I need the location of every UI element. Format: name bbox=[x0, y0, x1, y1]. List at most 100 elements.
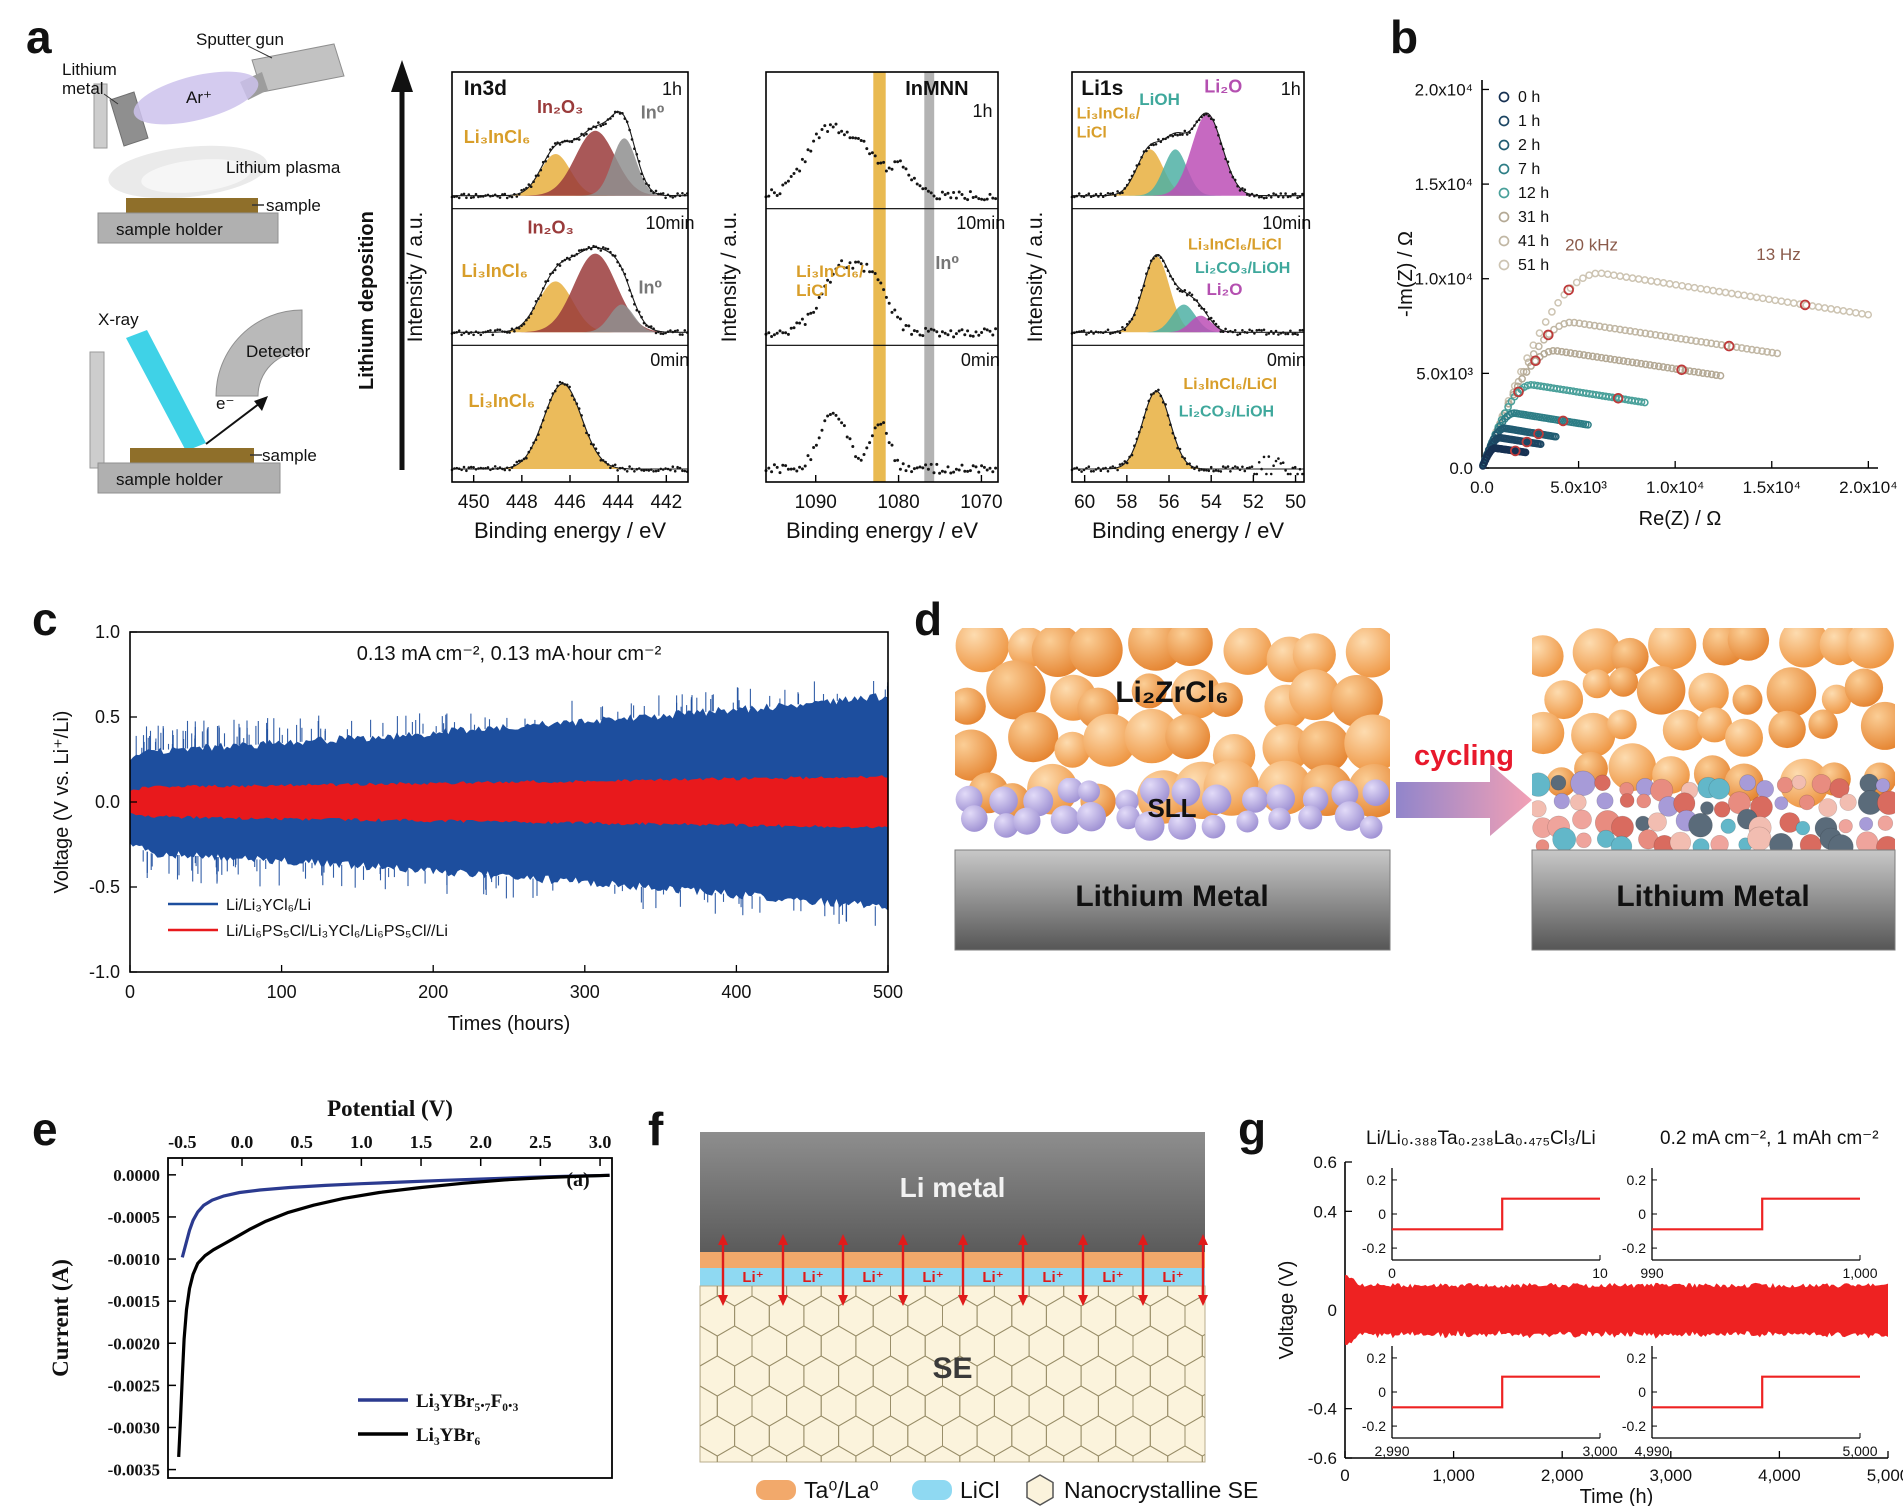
panel-c-label: c bbox=[32, 593, 58, 645]
sample-holder-label-top: sample holder bbox=[116, 220, 223, 239]
chart-text: 0 bbox=[1378, 1206, 1386, 1222]
chart-text: Li⁺ bbox=[862, 1269, 883, 1286]
chart-text: 1.0 bbox=[350, 1132, 373, 1152]
chart-text: 0.2 bbox=[1627, 1172, 1647, 1188]
chart-text: 990 bbox=[1640, 1265, 1664, 1281]
chart-text: 2.0x10⁴ bbox=[1415, 80, 1473, 99]
sll-label: SLL bbox=[1147, 793, 1197, 823]
chart-text: -0.0020 bbox=[108, 1334, 160, 1353]
chart-text: 0.0 bbox=[95, 792, 120, 812]
panel-e-plot: -0.5 0.0 0.5 1.0 1.5 2.0 2.5 3.0 0.0000 -0.0005 -0… bbox=[48, 1096, 613, 1480]
chart-text: 3,000 bbox=[1582, 1443, 1617, 1459]
chart-text: LiCl bbox=[796, 281, 828, 300]
chart-text: Li₃InCl₆/ bbox=[796, 262, 864, 281]
chart-text: 7 h bbox=[1518, 161, 1540, 178]
chart-text: 0.5 bbox=[290, 1132, 313, 1152]
chart-text: 1.5 bbox=[410, 1132, 433, 1152]
chart-text: Times (hours) bbox=[448, 1013, 571, 1035]
chart-text: 0min bbox=[1267, 350, 1306, 370]
electrolyte-label: Li₂ZrCl₆ bbox=[1115, 676, 1229, 709]
chart-text: 2.0 bbox=[469, 1132, 492, 1152]
chart-text: 2,000 bbox=[1541, 1466, 1584, 1485]
chart-text: -0.2 bbox=[1622, 1418, 1646, 1434]
chart-text: 1.5x10⁴ bbox=[1743, 478, 1801, 497]
panel-a-schematic bbox=[89, 43, 413, 494]
chart-text: 10min bbox=[1262, 213, 1311, 233]
panel-b-label: b bbox=[1390, 11, 1419, 63]
chart-text: 56 bbox=[1158, 492, 1179, 513]
chart-text: -0.0030 bbox=[108, 1418, 160, 1437]
chart-text: 0 bbox=[125, 982, 135, 1002]
chart-text: Intensity / a.u. bbox=[1024, 212, 1047, 343]
detector-label: Detector bbox=[246, 342, 311, 361]
chart-text: In₂O₃ bbox=[528, 217, 574, 237]
chart-text: Li⁺ bbox=[982, 1269, 1003, 1286]
chart-text: 450 bbox=[458, 492, 490, 513]
chart-text: Li₃InCl₆ bbox=[464, 127, 531, 147]
chart-text: Voltage (V vs. Li⁺/Li) bbox=[51, 711, 73, 894]
sample-holder-label-bottom: sample holder bbox=[116, 470, 223, 489]
chart-text: -0.0035 bbox=[108, 1461, 160, 1480]
panel-d-art bbox=[954, 628, 1896, 951]
se-label: SE bbox=[932, 1352, 973, 1385]
chart-text: 10 bbox=[1592, 1265, 1608, 1281]
chart-text: Binding energy / eV bbox=[474, 518, 666, 543]
electron-label: e⁻ bbox=[216, 394, 235, 413]
chart-text: Li₃InCl₆ bbox=[461, 261, 528, 281]
chart-text: 20 kHz bbox=[1565, 235, 1618, 254]
xray-label: X-ray bbox=[98, 310, 139, 329]
chart-text: 4,000 bbox=[1758, 1466, 1801, 1485]
chart-text: 5.0x10³ bbox=[1416, 364, 1473, 383]
lithium-deposition-label: Lithium deposition bbox=[356, 211, 378, 390]
chart-text: Re(Z) / Ω bbox=[1639, 508, 1722, 530]
chart-text: 0.0 bbox=[1470, 478, 1494, 497]
chart-text: 10min bbox=[646, 213, 695, 233]
chart-text: Li₂O bbox=[1204, 77, 1242, 97]
chart-text: 41 h bbox=[1518, 233, 1549, 250]
chart-text: 446 bbox=[554, 492, 586, 513]
cycling-label: cycling bbox=[1414, 740, 1514, 772]
panel-e-label: e bbox=[32, 1103, 58, 1155]
panel-f-art: Li⁺ Li⁺ Li⁺ Li⁺ Li⁺ Li⁺ Li⁺ Li⁺ bbox=[699, 1132, 1208, 1506]
chart-text: LiOH bbox=[1139, 90, 1180, 109]
lithium-metal-label-right: Lithium Metal bbox=[1616, 880, 1810, 913]
legend-nanocrystalline-se-label: Nanocrystalline SE bbox=[1064, 1477, 1259, 1503]
chart-text: Li⁺ bbox=[742, 1269, 763, 1286]
chart-text: Li₃YBr₅.₇F₀.₃ bbox=[416, 1391, 519, 1412]
chart-text: Current (A) bbox=[48, 1259, 73, 1377]
li-metal-label: Li metal bbox=[899, 1172, 1006, 1203]
lithium-plasma-label: Lithium plasma bbox=[226, 158, 341, 177]
chart-text: 2,990 bbox=[1374, 1443, 1409, 1459]
chart-text: In⁰ bbox=[935, 253, 959, 273]
chart-text: 1.0 bbox=[95, 622, 120, 642]
chart-text: 0 bbox=[1378, 1384, 1386, 1400]
chart-text: Time (h) bbox=[1580, 1486, 1654, 1506]
panel-d-label: d bbox=[914, 593, 943, 645]
chart-text: 1,000 bbox=[1432, 1466, 1475, 1485]
chart-text: -0.6 bbox=[1308, 1449, 1337, 1468]
chart-text: 500 bbox=[873, 982, 903, 1002]
chart-text: -Im(Z) / Ω bbox=[1395, 231, 1417, 317]
panel-f-label: f bbox=[648, 1103, 664, 1155]
chart-text: 51 h bbox=[1518, 257, 1549, 274]
chart-text: 1h bbox=[1281, 79, 1301, 99]
chart-text: Li₃InCl₆/ bbox=[1077, 105, 1141, 122]
chart-text: Intensity / a.u. bbox=[718, 212, 741, 343]
chart-text: 1070 bbox=[960, 492, 1002, 513]
sample-label-bottom: sample bbox=[262, 446, 317, 465]
chart-text: -0.5 bbox=[168, 1132, 197, 1152]
chart-text: Intensity / a.u. bbox=[404, 212, 427, 343]
g-cell-title: Li/Li₀.₃₈₈Ta₀.₂₃₈La₀.₄₇₅Cl₃/Li bbox=[1366, 1128, 1596, 1149]
chart-text: 60 bbox=[1074, 492, 1095, 513]
chart-text: 400 bbox=[721, 982, 751, 1002]
chart-text: -0.2 bbox=[1362, 1418, 1386, 1434]
chart-text: -0.2 bbox=[1622, 1240, 1646, 1256]
sample-label-top: sample bbox=[266, 196, 321, 215]
chart-text: Li₃YBr₆ bbox=[416, 1425, 480, 1446]
chart-text: -1.0 bbox=[89, 962, 120, 982]
chart-text: 2.0x10⁴ bbox=[1839, 478, 1897, 497]
sputter-gun-label: Sputter gun bbox=[196, 30, 284, 49]
g-condition-title: 0.2 mA cm⁻², 1 mAh cm⁻² bbox=[1660, 1128, 1879, 1149]
chart-text: 0.2 bbox=[1627, 1350, 1647, 1366]
